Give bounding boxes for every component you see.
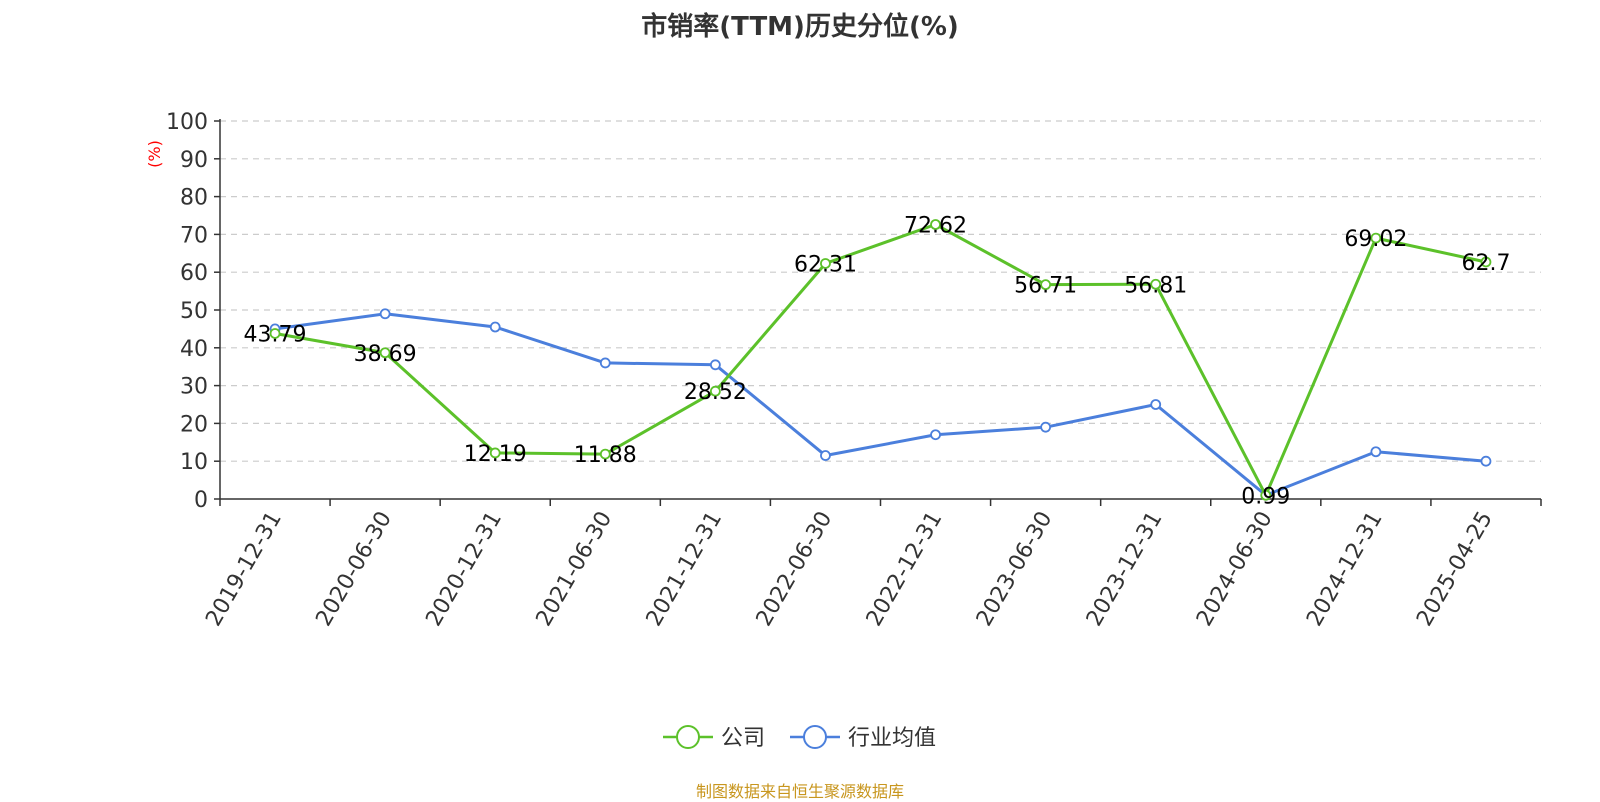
data-point-1[interactable]: [1480, 455, 1492, 467]
data-point-1[interactable]: [379, 308, 391, 320]
x-tick-label: 2020-12-31: [421, 507, 507, 630]
series: [269, 219, 1492, 501]
legend[interactable]: 公司 行业均值: [663, 725, 936, 751]
data-point-1[interactable]: [709, 359, 721, 371]
data-label: 56.81: [1124, 273, 1187, 298]
data-point-1[interactable]: [489, 321, 501, 333]
y-tick-label: 90: [180, 148, 208, 173]
data-point-1[interactable]: [1370, 446, 1382, 458]
data-label: 28.52: [684, 380, 747, 405]
y-tick-label: 70: [180, 223, 208, 248]
data-label: 56.71: [1014, 274, 1077, 299]
x-tick-label: 2021-12-31: [642, 507, 728, 630]
data-point-0[interactable]: [1040, 279, 1052, 291]
x-tick-label: 2022-12-31: [862, 507, 948, 630]
gridlines: [220, 120, 1541, 462]
data-point-1[interactable]: [599, 357, 611, 369]
legend-item-0[interactable]: 公司: [663, 725, 765, 751]
x-tick-label: 2022-06-30: [752, 507, 838, 630]
x-tick-label: 2020-06-30: [311, 507, 397, 630]
data-point-0[interactable]: [1260, 489, 1272, 501]
data-point-0[interactable]: [1480, 256, 1492, 268]
x-tick-label: 2024-12-31: [1302, 507, 1388, 630]
data-point-0[interactable]: [1370, 232, 1382, 244]
y-tick-label: 100: [166, 110, 208, 135]
data-point-0[interactable]: [599, 448, 611, 460]
data-label: 69.02: [1344, 227, 1407, 252]
axes: 0 10 20 30 40 50 60 70 80 90 100 2019-12-31 2020-06-…: [166, 110, 1542, 631]
data-label: 38.69: [354, 342, 417, 367]
legend-item-1[interactable]: 行业均值: [790, 725, 936, 751]
data-point-0[interactable]: [489, 447, 501, 459]
y-tick-label: 60: [180, 261, 208, 286]
x-tick-label: 2023-12-31: [1082, 507, 1168, 630]
chart-title: 市销率(TTM)历史分位(%): [641, 12, 959, 42]
y-tick-label: 40: [180, 337, 208, 362]
legend-marker: [676, 725, 700, 749]
y-tick-label: 10: [180, 450, 208, 475]
data-point-0[interactable]: [1150, 278, 1162, 290]
data-labels: 43.79 38.69 12.19 11.88 28.52 62.31 72.62 56.71…: [244, 213, 1511, 509]
data-label: 72.62: [904, 213, 967, 238]
data-label: 62.7: [1461, 251, 1510, 276]
series-line-1: [274, 312, 1487, 497]
data-label: 62.31: [794, 252, 857, 277]
legend-label: 行业均值: [848, 726, 936, 751]
x-tick-label: 2025-04-25: [1412, 507, 1498, 630]
data-point-1[interactable]: [820, 450, 831, 461]
x-tick-label: 2021-06-30: [532, 507, 618, 630]
data-point-1[interactable]: [1150, 399, 1162, 410]
y-tick-label: 20: [180, 412, 208, 437]
data-point-1[interactable]: [930, 429, 941, 441]
data-point-1[interactable]: [1040, 421, 1052, 433]
data-label: 0.99: [1241, 484, 1290, 509]
x-tick-label: 2024-06-30: [1192, 507, 1278, 630]
x-tick-label: 2019-12-31: [201, 507, 287, 630]
y-tick-label: 50: [180, 299, 208, 324]
source-note: 制图数据来自恒生聚源数据库: [695, 782, 904, 801]
y-tick-label: 80: [180, 186, 208, 211]
data-point-0[interactable]: [379, 347, 391, 359]
data-point-0[interactable]: [709, 385, 721, 397]
series-line-0: [274, 222, 1487, 497]
data-label: 12.19: [464, 442, 527, 467]
x-tick-label: 2023-06-30: [972, 507, 1058, 630]
y-axis-label: (%): [145, 140, 164, 168]
data-point-0[interactable]: [820, 258, 831, 269]
y-tick-label: 30: [180, 375, 208, 400]
y-tick-label: 0: [194, 488, 208, 513]
data-point-0[interactable]: [930, 219, 941, 230]
data-label: 43.79: [244, 322, 307, 347]
legend-label: 公司: [721, 726, 765, 751]
legend-marker: [803, 725, 827, 749]
data-point-0[interactable]: [269, 328, 281, 339]
data-label: 11.88: [574, 443, 637, 468]
